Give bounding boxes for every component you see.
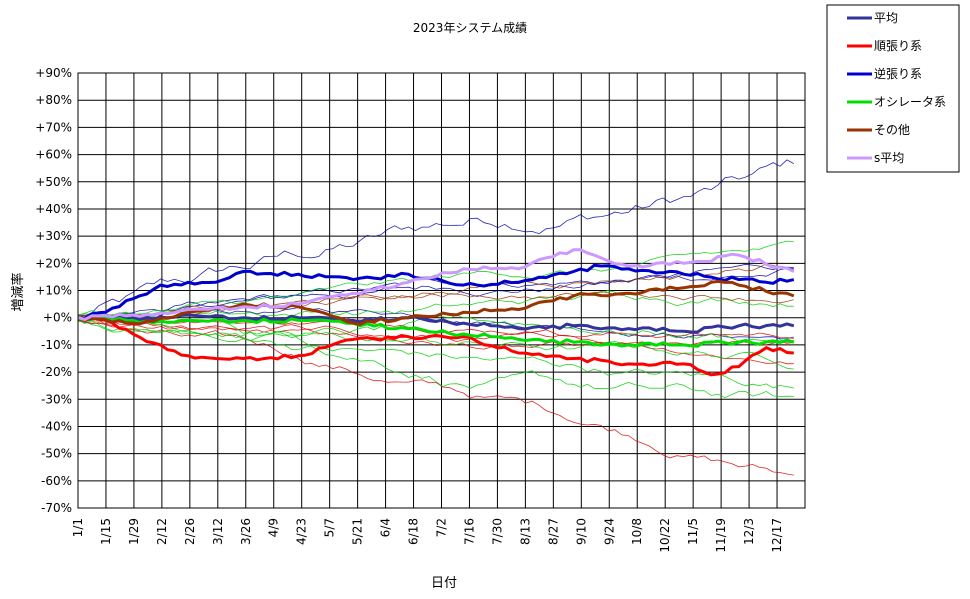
x-tick-label: 1/1 bbox=[71, 518, 85, 537]
y-tick-label: +70% bbox=[35, 120, 72, 134]
x-tick-label: 8/13 bbox=[518, 518, 532, 545]
y-tick-label: -50% bbox=[41, 447, 72, 461]
legend-box bbox=[826, 4, 960, 173]
x-axis-label: 日付 bbox=[431, 576, 457, 591]
legend-label: その他 bbox=[874, 123, 910, 137]
x-tick-label: 11/19 bbox=[714, 518, 728, 553]
x-tick-label: 11/5 bbox=[686, 518, 700, 545]
legend-label: 順張り系 bbox=[874, 39, 922, 53]
y-tick-label: +40% bbox=[35, 202, 72, 216]
y-tick-label: +80% bbox=[35, 93, 72, 107]
y-tick-label: +90% bbox=[35, 66, 72, 80]
system-line bbox=[77, 291, 794, 321]
system-line bbox=[77, 320, 794, 370]
system-line bbox=[77, 267, 794, 320]
system-line bbox=[77, 263, 794, 325]
series-line bbox=[77, 248, 795, 321]
system-line bbox=[77, 263, 794, 320]
x-tick-label: 1/15 bbox=[99, 518, 113, 545]
legend-label: オシレータ系 bbox=[874, 95, 946, 109]
x-tick-label: 5/7 bbox=[323, 518, 337, 537]
x-tick-label: 6/18 bbox=[407, 518, 421, 545]
y-tick-label: -40% bbox=[41, 419, 72, 433]
x-tick-label: 12/17 bbox=[770, 518, 784, 553]
x-tick-label: 10/22 bbox=[658, 518, 672, 553]
chart-title: 2023年システム成績 bbox=[413, 21, 527, 35]
x-tick-label: 8/27 bbox=[546, 518, 560, 545]
series-line bbox=[77, 279, 795, 326]
series-lines bbox=[77, 248, 795, 377]
x-tick-label: 5/21 bbox=[351, 518, 365, 545]
x-tick-label: 7/16 bbox=[462, 518, 476, 545]
plot-border bbox=[77, 72, 806, 509]
y-tick-label: -20% bbox=[41, 365, 72, 379]
y-tick-label: +50% bbox=[35, 175, 72, 189]
x-tick-label: 7/30 bbox=[490, 518, 504, 545]
y-tick-label: +20% bbox=[35, 256, 72, 270]
x-tick-label: 7/2 bbox=[435, 518, 449, 537]
y-tick-label: -60% bbox=[41, 474, 72, 488]
x-tick-label: 2/12 bbox=[155, 518, 169, 545]
x-tick-label: 1/29 bbox=[127, 518, 141, 545]
y-tick-labels: +90% +80% +70% +60% +50% +40% +30% +20% +10% +0% -… bbox=[35, 66, 72, 515]
y-tick-label: +30% bbox=[35, 229, 72, 243]
x-tick-label: 3/26 bbox=[239, 518, 253, 545]
series-line bbox=[77, 313, 795, 334]
system-line bbox=[77, 315, 794, 476]
legend-label: 平均 bbox=[874, 11, 898, 25]
system-line bbox=[77, 240, 794, 317]
x-tick-labels: 1/1 1/15 1/29 2/12 2/26 3/12 3/26 4/9 4/23 5/7 5/2… bbox=[71, 518, 784, 553]
legend-label: 逆張り系 bbox=[874, 66, 922, 81]
system-line bbox=[77, 159, 794, 317]
legend-label: s平均 bbox=[874, 151, 904, 165]
y-tick-label: -30% bbox=[41, 392, 72, 406]
y-tick-label: +10% bbox=[35, 284, 72, 298]
series-line bbox=[77, 315, 795, 348]
series-line bbox=[77, 316, 794, 377]
y-tick-label: -70% bbox=[41, 501, 72, 515]
grid bbox=[77, 72, 806, 509]
x-tick-label: 10/8 bbox=[630, 518, 644, 545]
y-tick-label: +0% bbox=[43, 311, 72, 325]
x-tick-label: 2/26 bbox=[183, 518, 197, 545]
x-tick-label: 3/12 bbox=[211, 518, 225, 545]
x-tick-label: 6/4 bbox=[379, 518, 393, 537]
y-tick-label: -10% bbox=[41, 338, 72, 352]
x-tick-label: 9/10 bbox=[574, 518, 588, 545]
x-tick-label: 12/3 bbox=[742, 518, 756, 545]
y-axis-label: 増減率 bbox=[10, 272, 26, 311]
x-tick-label: 4/9 bbox=[267, 518, 281, 537]
y-tick-label: +60% bbox=[35, 148, 72, 162]
x-tick-label: 9/24 bbox=[602, 518, 616, 545]
x-tick-label: 4/23 bbox=[295, 518, 309, 545]
